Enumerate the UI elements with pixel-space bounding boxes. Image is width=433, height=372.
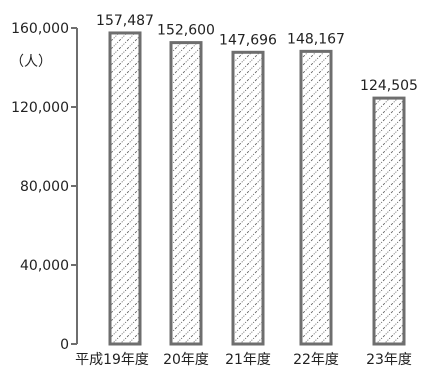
category-labels: 平成19年度 20年度 21年度 22年度 23年度 [75,352,412,368]
category-label: 22年度 [293,352,339,368]
y-tick-label: 80,000 [20,179,69,195]
bar [372,96,406,346]
y-tick-label: 120,000 [11,100,69,116]
y-tick-label: 40,000 [20,258,69,274]
y-axis-unit-label: （人） [10,54,52,70]
bars [108,31,406,346]
category-label: 20年度 [163,352,209,368]
bar [169,41,203,346]
bar-value-label: 124,505 [360,78,418,94]
category-label: 23年度 [366,352,412,368]
category-label: 21年度 [225,352,271,368]
bar-value-label: 157,487 [96,13,154,29]
bar-value-label: 148,167 [287,31,345,47]
y-axis: 0 40,000 80,000 120,000 160,000 [11,21,78,353]
bar-value-label: 152,600 [157,23,215,39]
bar [299,49,333,346]
y-tick-label: 0 [60,337,69,353]
bar-value-label: 147,696 [219,32,277,48]
y-tick-label: 160,000 [11,21,69,37]
category-label: 平成19年度 [75,352,149,368]
bar [108,31,142,346]
bar [231,50,265,346]
